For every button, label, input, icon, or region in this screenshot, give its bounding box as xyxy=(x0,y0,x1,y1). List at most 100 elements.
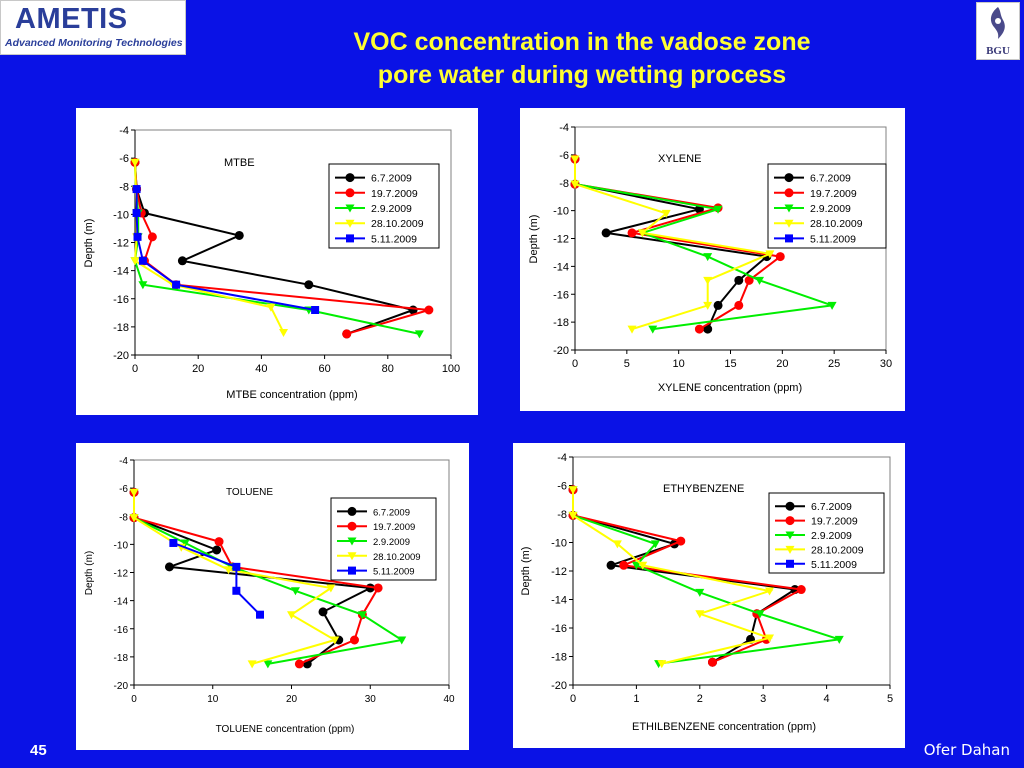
y-tick-label: -14 xyxy=(553,261,569,273)
data-point xyxy=(263,660,273,669)
data-point xyxy=(612,540,622,549)
legend-marker xyxy=(785,234,793,243)
y-axis-label: Depth (m) xyxy=(520,547,532,596)
y-tick-label: -4 xyxy=(557,452,567,464)
y-tick-label: -20 xyxy=(553,345,569,357)
x-tick-label: 15 xyxy=(724,358,736,370)
y-tick-label: -12 xyxy=(551,566,567,578)
data-point xyxy=(713,205,723,214)
x-tick-label: 0 xyxy=(131,694,137,705)
data-point xyxy=(326,584,336,593)
y-tick-label: -8 xyxy=(557,509,567,521)
legend-label: 28.10.2009 xyxy=(373,552,421,563)
chart-title: ETHYBENZENE xyxy=(663,483,744,495)
legend-label: 6.7.2009 xyxy=(810,173,851,185)
data-point xyxy=(129,514,139,523)
data-point xyxy=(138,281,148,290)
data-point xyxy=(224,566,233,575)
y-tick-label: -10 xyxy=(114,540,129,551)
y-tick-label: -16 xyxy=(551,623,567,635)
x-tick-label: 1 xyxy=(633,693,639,705)
y-tick-label: -8 xyxy=(119,512,128,523)
series-line xyxy=(572,489,805,664)
x-tick-label: 25 xyxy=(828,358,840,370)
series-28-10-2009 xyxy=(568,486,775,669)
data-point xyxy=(570,180,580,189)
xylene-chart-panel: -4 -6 -8 -10 -12 -14 -16 -18 -20 0 5 10 15 20 25 30 XYLE… xyxy=(520,108,905,411)
legend-marker xyxy=(347,506,357,516)
data-point xyxy=(279,329,289,337)
data-point xyxy=(755,610,765,619)
data-point xyxy=(703,253,713,262)
x-tick-label: 20 xyxy=(776,358,788,370)
legend-marker xyxy=(785,545,795,554)
y-tick-label: -4 xyxy=(119,125,129,137)
legend-label: 5.11.2009 xyxy=(811,559,857,571)
data-point xyxy=(180,539,190,548)
data-point xyxy=(568,486,578,495)
data-point xyxy=(834,635,844,644)
legend-marker xyxy=(786,559,794,568)
y-tick-label: -18 xyxy=(553,317,569,329)
legend-marker xyxy=(346,234,354,243)
data-point xyxy=(130,257,140,266)
data-point xyxy=(138,256,147,265)
data-point xyxy=(638,561,648,570)
data-point xyxy=(294,659,304,669)
y-tick-label: -6 xyxy=(557,481,567,493)
data-point xyxy=(169,538,178,547)
data-point xyxy=(132,185,141,194)
y-tick-label: -4 xyxy=(559,122,569,134)
series-5-11-2009 xyxy=(169,538,264,619)
ethylbenzene-chart: -4 -6 -8 -10 -12 -14 -16 -18 -200 1 2 3 4 5 ETHILBENZE… xyxy=(520,452,893,733)
legend-marker xyxy=(784,204,794,213)
data-point xyxy=(287,611,296,620)
data-point xyxy=(713,300,723,310)
series-line xyxy=(572,489,798,664)
y-tick-label: -16 xyxy=(114,625,129,636)
x-tick-label: 0 xyxy=(572,358,578,370)
legend: 6.7.2009 19.7.2009 2.9.2009 28.10.2009 5.11.… xyxy=(768,492,885,574)
data-point xyxy=(350,635,359,645)
data-point xyxy=(414,330,424,339)
series-5-11-2009 xyxy=(132,185,320,314)
legend-label: 6.7.2009 xyxy=(811,501,852,513)
data-point xyxy=(172,280,181,289)
series-line xyxy=(574,159,774,331)
x-tick-label: 4 xyxy=(824,693,830,705)
data-point xyxy=(695,610,705,619)
y-tick-label: -18 xyxy=(551,652,567,664)
legend-marker xyxy=(785,516,795,526)
data-point xyxy=(657,660,667,669)
x-tick-label: 5 xyxy=(887,693,893,705)
legend-marker xyxy=(784,173,794,183)
x-axis-label: MTBE concentration (ppm) xyxy=(226,389,357,401)
data-point xyxy=(627,228,637,238)
series-28-10-2009 xyxy=(129,488,340,669)
data-point xyxy=(424,305,434,315)
chart-title: TOLUENE xyxy=(226,487,273,498)
data-point xyxy=(266,303,276,312)
x-tick-label: 20 xyxy=(286,694,298,705)
legend-label: 2.9.2009 xyxy=(810,203,851,215)
y-tick-label: -10 xyxy=(551,538,567,550)
x-tick-label: 5 xyxy=(624,358,630,370)
y-tick-label: -14 xyxy=(551,595,567,607)
data-point xyxy=(304,280,314,290)
data-point xyxy=(650,540,660,549)
legend-label: 6.7.2009 xyxy=(373,507,410,518)
legend-marker xyxy=(347,521,357,531)
legend-marker xyxy=(784,219,794,228)
legend: 6.7.2009 19.7.2009 2.9.2009 28.10.2009 5.11.… xyxy=(767,163,887,249)
series-line xyxy=(574,159,833,331)
data-point xyxy=(631,561,641,570)
y-tick-label: -16 xyxy=(553,289,569,301)
legend-label: 5.11.2009 xyxy=(373,567,415,578)
data-point xyxy=(290,587,300,596)
data-point xyxy=(734,275,744,285)
y-axis-label: Depth (m) xyxy=(528,215,540,264)
data-point xyxy=(765,250,775,259)
legend-marker xyxy=(347,537,357,546)
legend-label: 19.7.2009 xyxy=(810,188,857,200)
y-tick-label: -12 xyxy=(553,234,569,246)
